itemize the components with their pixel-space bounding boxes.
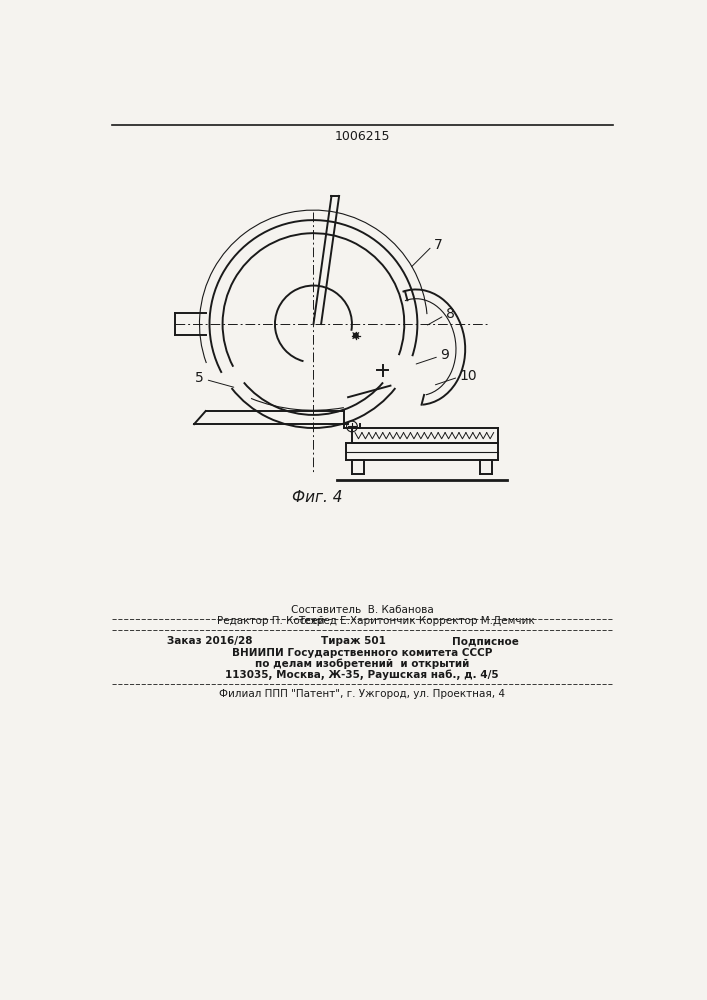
Text: 10: 10: [460, 369, 477, 383]
Text: Редактор П. Коссей: Редактор П. Коссей: [217, 616, 325, 626]
Text: 5: 5: [195, 371, 204, 385]
Text: 8: 8: [446, 307, 455, 321]
Text: 1006215: 1006215: [334, 130, 390, 143]
Text: Филиал ППП "Патент", г. Ужгород, ул. Проектная, 4: Филиал ППП "Патент", г. Ужгород, ул. Про…: [219, 689, 505, 699]
Text: Подписное: Подписное: [452, 636, 519, 646]
Circle shape: [354, 333, 358, 338]
Text: Составитель  В. Кабанова: Составитель В. Кабанова: [291, 605, 433, 615]
Text: 7: 7: [434, 238, 443, 252]
Text: ВНИИПИ Государственного комитета СССР: ВНИИПИ Государственного комитета СССР: [232, 648, 492, 658]
Text: 9: 9: [440, 348, 450, 362]
Text: 113035, Москва, Ж-35, Раушская наб., д. 4/5: 113035, Москва, Ж-35, Раушская наб., д. …: [225, 669, 498, 680]
Text: по делам изобретений  и открытий: по делам изобретений и открытий: [255, 658, 469, 669]
Text: Тираж 501: Тираж 501: [321, 636, 386, 646]
Text: Фиг. 4: Фиг. 4: [292, 490, 343, 505]
Text: Заказ 2016/28: Заказ 2016/28: [167, 636, 252, 646]
Text: Техред Е.Харитончик Корректор М.Демчик: Техред Е.Харитончик Корректор М.Демчик: [298, 616, 534, 626]
